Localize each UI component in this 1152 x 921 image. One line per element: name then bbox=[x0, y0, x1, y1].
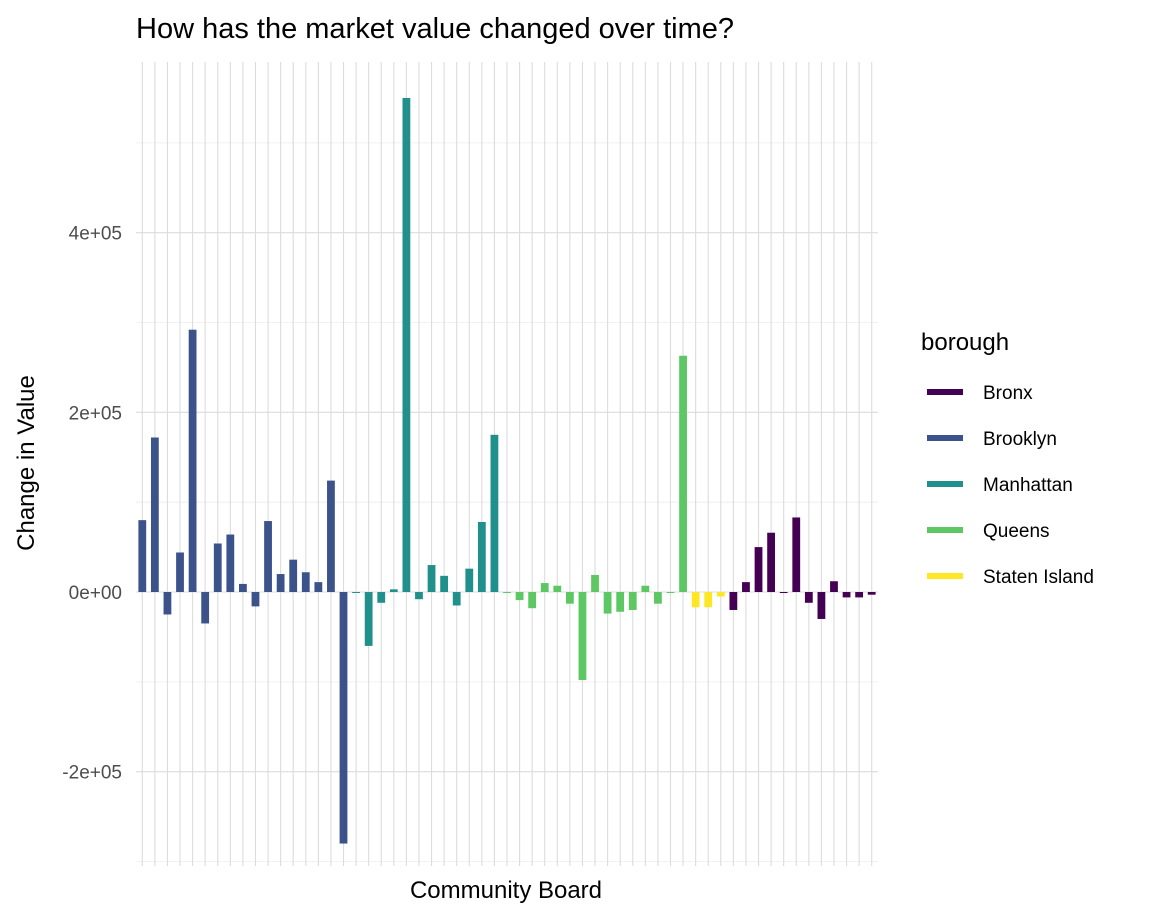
legend-label: Staten Island bbox=[983, 567, 1094, 588]
chart-title: How has the market value changed over ti… bbox=[136, 13, 734, 45]
y-tick-label: 4e+05 bbox=[69, 224, 122, 245]
bar-queens bbox=[628, 592, 637, 610]
bar-brooklyn bbox=[301, 572, 310, 593]
bar-brooklyn bbox=[238, 583, 247, 593]
y-axis-ticks: -2e+05 0e+00 2e+05 4e+05 bbox=[62, 224, 122, 784]
bar-manhattan bbox=[377, 592, 386, 603]
bar-brooklyn bbox=[213, 543, 222, 593]
legend-label: Brooklyn bbox=[983, 429, 1057, 450]
bar-brooklyn bbox=[138, 520, 147, 593]
bar-bronx bbox=[855, 592, 864, 598]
bar-bronx bbox=[754, 547, 763, 593]
bar-bronx bbox=[742, 582, 750, 593]
bar-bronx bbox=[767, 532, 776, 593]
grid-lines bbox=[136, 62, 878, 866]
bar-bronx bbox=[817, 592, 826, 619]
bar-brooklyn bbox=[339, 592, 348, 844]
bars bbox=[138, 97, 876, 844]
legend-label: Bronx bbox=[983, 383, 1033, 404]
bar-queens bbox=[565, 592, 574, 604]
bar-bronx bbox=[830, 581, 838, 593]
bar-queens bbox=[591, 574, 599, 593]
bar-manhattan bbox=[465, 568, 474, 593]
legend: borough Bronx Brooklyn Manhattan Queens Stat… bbox=[921, 329, 1094, 588]
y-tick-label: 2e+05 bbox=[69, 403, 122, 424]
bar-bronx bbox=[804, 592, 813, 603]
legend-title: borough bbox=[921, 329, 1009, 356]
bar-brooklyn bbox=[264, 521, 272, 593]
bar-manhattan bbox=[427, 565, 436, 593]
bar-manhattan bbox=[389, 589, 398, 593]
bar-brooklyn bbox=[188, 329, 197, 593]
x-axis-title: Community Board bbox=[410, 877, 602, 904]
bar-queens bbox=[666, 592, 675, 594]
bar-manhattan bbox=[402, 97, 411, 593]
bar-queens bbox=[528, 592, 537, 609]
bar-brooklyn bbox=[226, 534, 235, 593]
bar-brooklyn bbox=[163, 592, 172, 615]
bar-manhattan bbox=[477, 521, 486, 593]
bar-brooklyn bbox=[201, 592, 210, 624]
bar-queens bbox=[503, 592, 511, 594]
y-axis-title: Change in Value bbox=[13, 375, 40, 551]
bar-manhattan bbox=[440, 575, 449, 593]
bar-queens bbox=[553, 585, 562, 593]
bar-brooklyn bbox=[327, 480, 335, 593]
bar-manhattan bbox=[364, 592, 373, 646]
bar-bronx bbox=[792, 517, 801, 593]
bar-brooklyn bbox=[251, 592, 260, 607]
bar-staten-island bbox=[716, 592, 725, 597]
bar-manhattan bbox=[490, 434, 499, 593]
bar-brooklyn bbox=[150, 437, 159, 593]
bar-queens bbox=[578, 592, 587, 681]
bar-staten-island bbox=[704, 592, 713, 608]
bar-queens bbox=[603, 592, 612, 614]
bar-staten-island bbox=[691, 592, 700, 608]
bar-bronx bbox=[842, 592, 851, 598]
bar-brooklyn bbox=[314, 582, 323, 593]
bar-bronx bbox=[779, 592, 788, 594]
bar-manhattan bbox=[415, 592, 423, 600]
bar-manhattan bbox=[352, 592, 360, 594]
y-tick-label: 0e+00 bbox=[69, 583, 122, 604]
bar-brooklyn bbox=[176, 552, 184, 593]
bar-queens bbox=[540, 583, 549, 593]
bar-bronx bbox=[729, 592, 738, 610]
bar-brooklyn bbox=[276, 574, 285, 593]
legend-label: Queens bbox=[983, 521, 1050, 542]
legend-entries: Bronx Brooklyn Manhattan Queens Staten Islan… bbox=[927, 383, 1094, 588]
bar-bronx bbox=[867, 592, 876, 595]
bar-manhattan bbox=[452, 592, 461, 606]
legend-label: Manhattan bbox=[983, 475, 1073, 496]
bar-queens bbox=[515, 592, 524, 601]
bar-queens bbox=[616, 592, 625, 612]
bar-queens bbox=[641, 585, 650, 593]
y-tick-label: -2e+05 bbox=[62, 763, 122, 784]
bar-brooklyn bbox=[289, 559, 298, 593]
bar-queens bbox=[654, 592, 662, 604]
bar-queens bbox=[679, 355, 687, 593]
